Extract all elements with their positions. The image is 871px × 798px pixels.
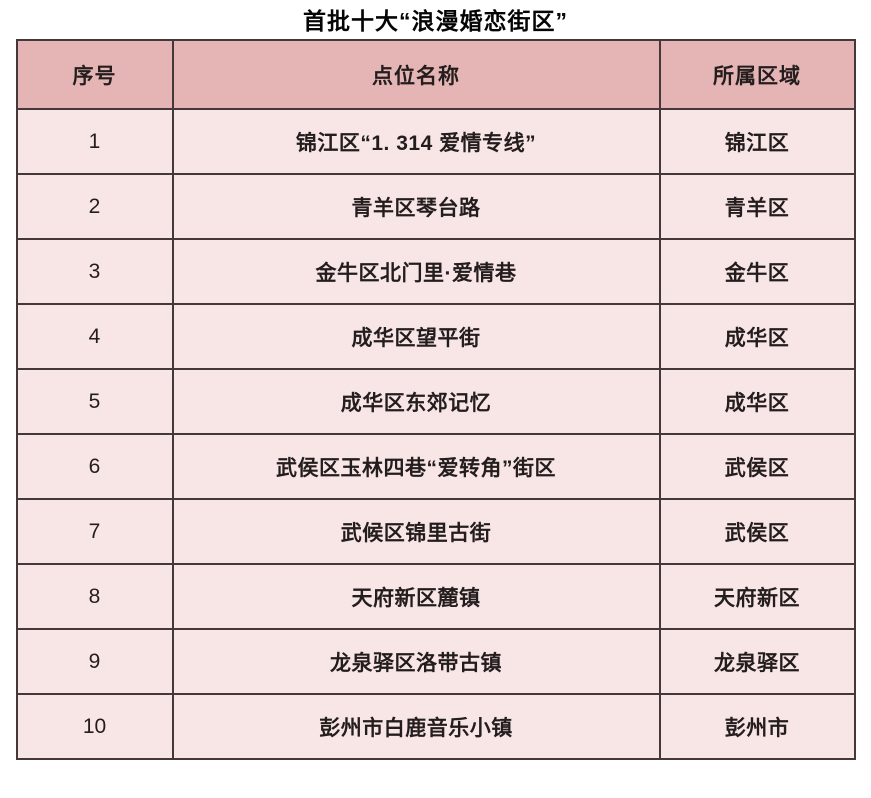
region-cell: 金牛区 [658,238,856,305]
row-number-cell: 2 [15,173,174,240]
table-row: 6 武侯区玉林四巷“爱转角”街区 武侯区 [15,433,856,500]
header-cell-region: 所属区域 [658,39,856,110]
table-row: 3 金牛区北门里·爱情巷 金牛区 [15,238,856,305]
region-cell: 彭州市 [658,693,856,760]
row-number-cell: 3 [15,238,174,305]
region-cell: 锦江区 [658,108,856,175]
row-number-cell: 6 [15,433,174,500]
region-cell: 龙泉驿区 [658,628,856,695]
row-number-cell: 9 [15,628,174,695]
row-number-cell: 7 [15,498,174,565]
page-title: 首批十大“浪漫婚恋街区” [303,8,568,34]
table-row: 10 彭州市白鹿音乐小镇 彭州市 [15,693,856,760]
region-cell: 青羊区 [658,173,856,240]
table-row: 7 武候区锦里古街 武侯区 [15,498,856,565]
region-cell: 成华区 [658,303,856,370]
row-number-cell: 1 [15,108,174,175]
table-row: 5 成华区东郊记忆 成华区 [15,368,856,435]
location-name-cell: 彭州市白鹿音乐小镇 [171,693,661,760]
row-number-cell: 4 [15,303,174,370]
location-name-cell: 青羊区琴台路 [171,173,661,240]
table-header: 序号 点位名称 所属区域 [15,39,856,110]
table-row: 9 龙泉驿区洛带古镇 龙泉驿区 [15,628,856,695]
table-row: 8 天府新区麓镇 天府新区 [15,563,856,630]
region-cell: 武侯区 [658,433,856,500]
header-cell-name: 点位名称 [171,39,661,110]
region-cell: 天府新区 [658,563,856,630]
location-name-cell: 锦江区“1. 314 爱情专线” [171,108,661,175]
romantic-streets-table: 序号 点位名称 所属区域 1 锦江区“1. 314 爱情专线” 锦江区 2 青羊… [15,39,856,760]
table-row: 1 锦江区“1. 314 爱情专线” 锦江区 [15,108,856,175]
location-name-cell: 成华区东郊记忆 [171,368,661,435]
table-body: 1 锦江区“1. 314 爱情专线” 锦江区 2 青羊区琴台路 青羊区 3 金牛… [15,108,856,760]
table-row: 2 青羊区琴台路 青羊区 [15,173,856,240]
location-name-cell: 武候区锦里古街 [171,498,661,565]
location-name-cell: 武侯区玉林四巷“爱转角”街区 [171,433,661,500]
region-cell: 武侯区 [658,498,856,565]
row-number-cell: 8 [15,563,174,630]
region-cell: 成华区 [658,368,856,435]
location-name-cell: 龙泉驿区洛带古镇 [171,628,661,695]
location-name-cell: 天府新区麓镇 [171,563,661,630]
location-name-cell: 成华区望平街 [171,303,661,370]
header-row: 序号 点位名称 所属区域 [15,39,856,110]
row-number-cell: 10 [15,693,174,760]
table-row: 4 成华区望平街 成华区 [15,303,856,370]
location-name-cell: 金牛区北门里·爱情巷 [171,238,661,305]
row-number-cell: 5 [15,368,174,435]
header-cell-no: 序号 [15,39,174,110]
